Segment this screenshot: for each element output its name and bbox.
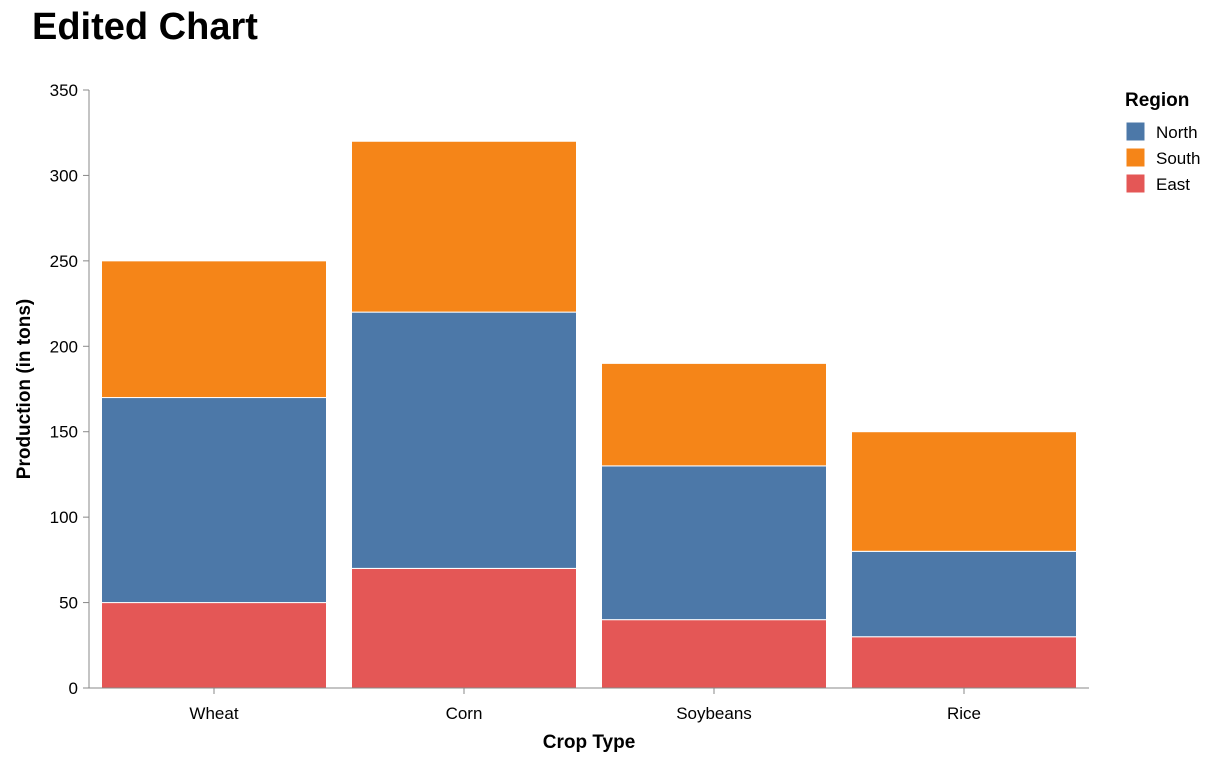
- y-tick-label: 50: [59, 594, 78, 613]
- legend-label-east: East: [1156, 175, 1190, 194]
- y-tick-label: 100: [50, 508, 78, 527]
- y-tick-label: 150: [50, 423, 78, 442]
- x-axis: Wheat Corn Soybeans Rice: [89, 687, 1089, 723]
- y-tick-label: 250: [50, 252, 78, 271]
- bar-wheat-north: [101, 397, 327, 604]
- y-axis: 0 50 100 150 200 250 300 350: [50, 81, 90, 698]
- bar-soybeans-south: [601, 362, 827, 467]
- legend: Region North South East: [1125, 90, 1200, 194]
- x-axis-label: Crop Type: [543, 732, 636, 753]
- bars-layer: [101, 140, 1077, 689]
- bar-corn-east: [351, 567, 577, 689]
- x-tick-label: Rice: [947, 704, 981, 723]
- y-axis-label: Production (in tons): [14, 299, 35, 479]
- legend-label-north: North: [1156, 123, 1198, 142]
- legend-swatch-south: [1125, 147, 1146, 168]
- x-tick-label: Wheat: [189, 704, 238, 723]
- legend-swatch-east: [1125, 173, 1146, 194]
- x-tick-label: Soybeans: [676, 704, 752, 723]
- y-tick-label: 0: [69, 679, 78, 698]
- legend-label-south: South: [1156, 149, 1200, 168]
- y-tick-label: 300: [50, 166, 78, 185]
- x-tick-label: Corn: [446, 704, 483, 723]
- bar-soybeans-north: [601, 465, 827, 621]
- bar-rice-north: [851, 550, 1077, 638]
- bar-corn-north: [351, 311, 577, 569]
- y-tick-label: 350: [50, 81, 78, 100]
- bar-wheat-east: [101, 602, 327, 689]
- bar-corn-south: [351, 140, 577, 313]
- bar-rice-east: [851, 636, 1077, 689]
- chart-title: Edited Chart: [32, 6, 258, 48]
- y-tick-label: 200: [50, 337, 78, 356]
- bar-rice-south: [851, 431, 1077, 552]
- legend-title: Region: [1125, 90, 1189, 111]
- bar-soybeans-east: [601, 619, 827, 689]
- bar-wheat-south: [101, 260, 327, 399]
- legend-swatch-north: [1125, 121, 1146, 142]
